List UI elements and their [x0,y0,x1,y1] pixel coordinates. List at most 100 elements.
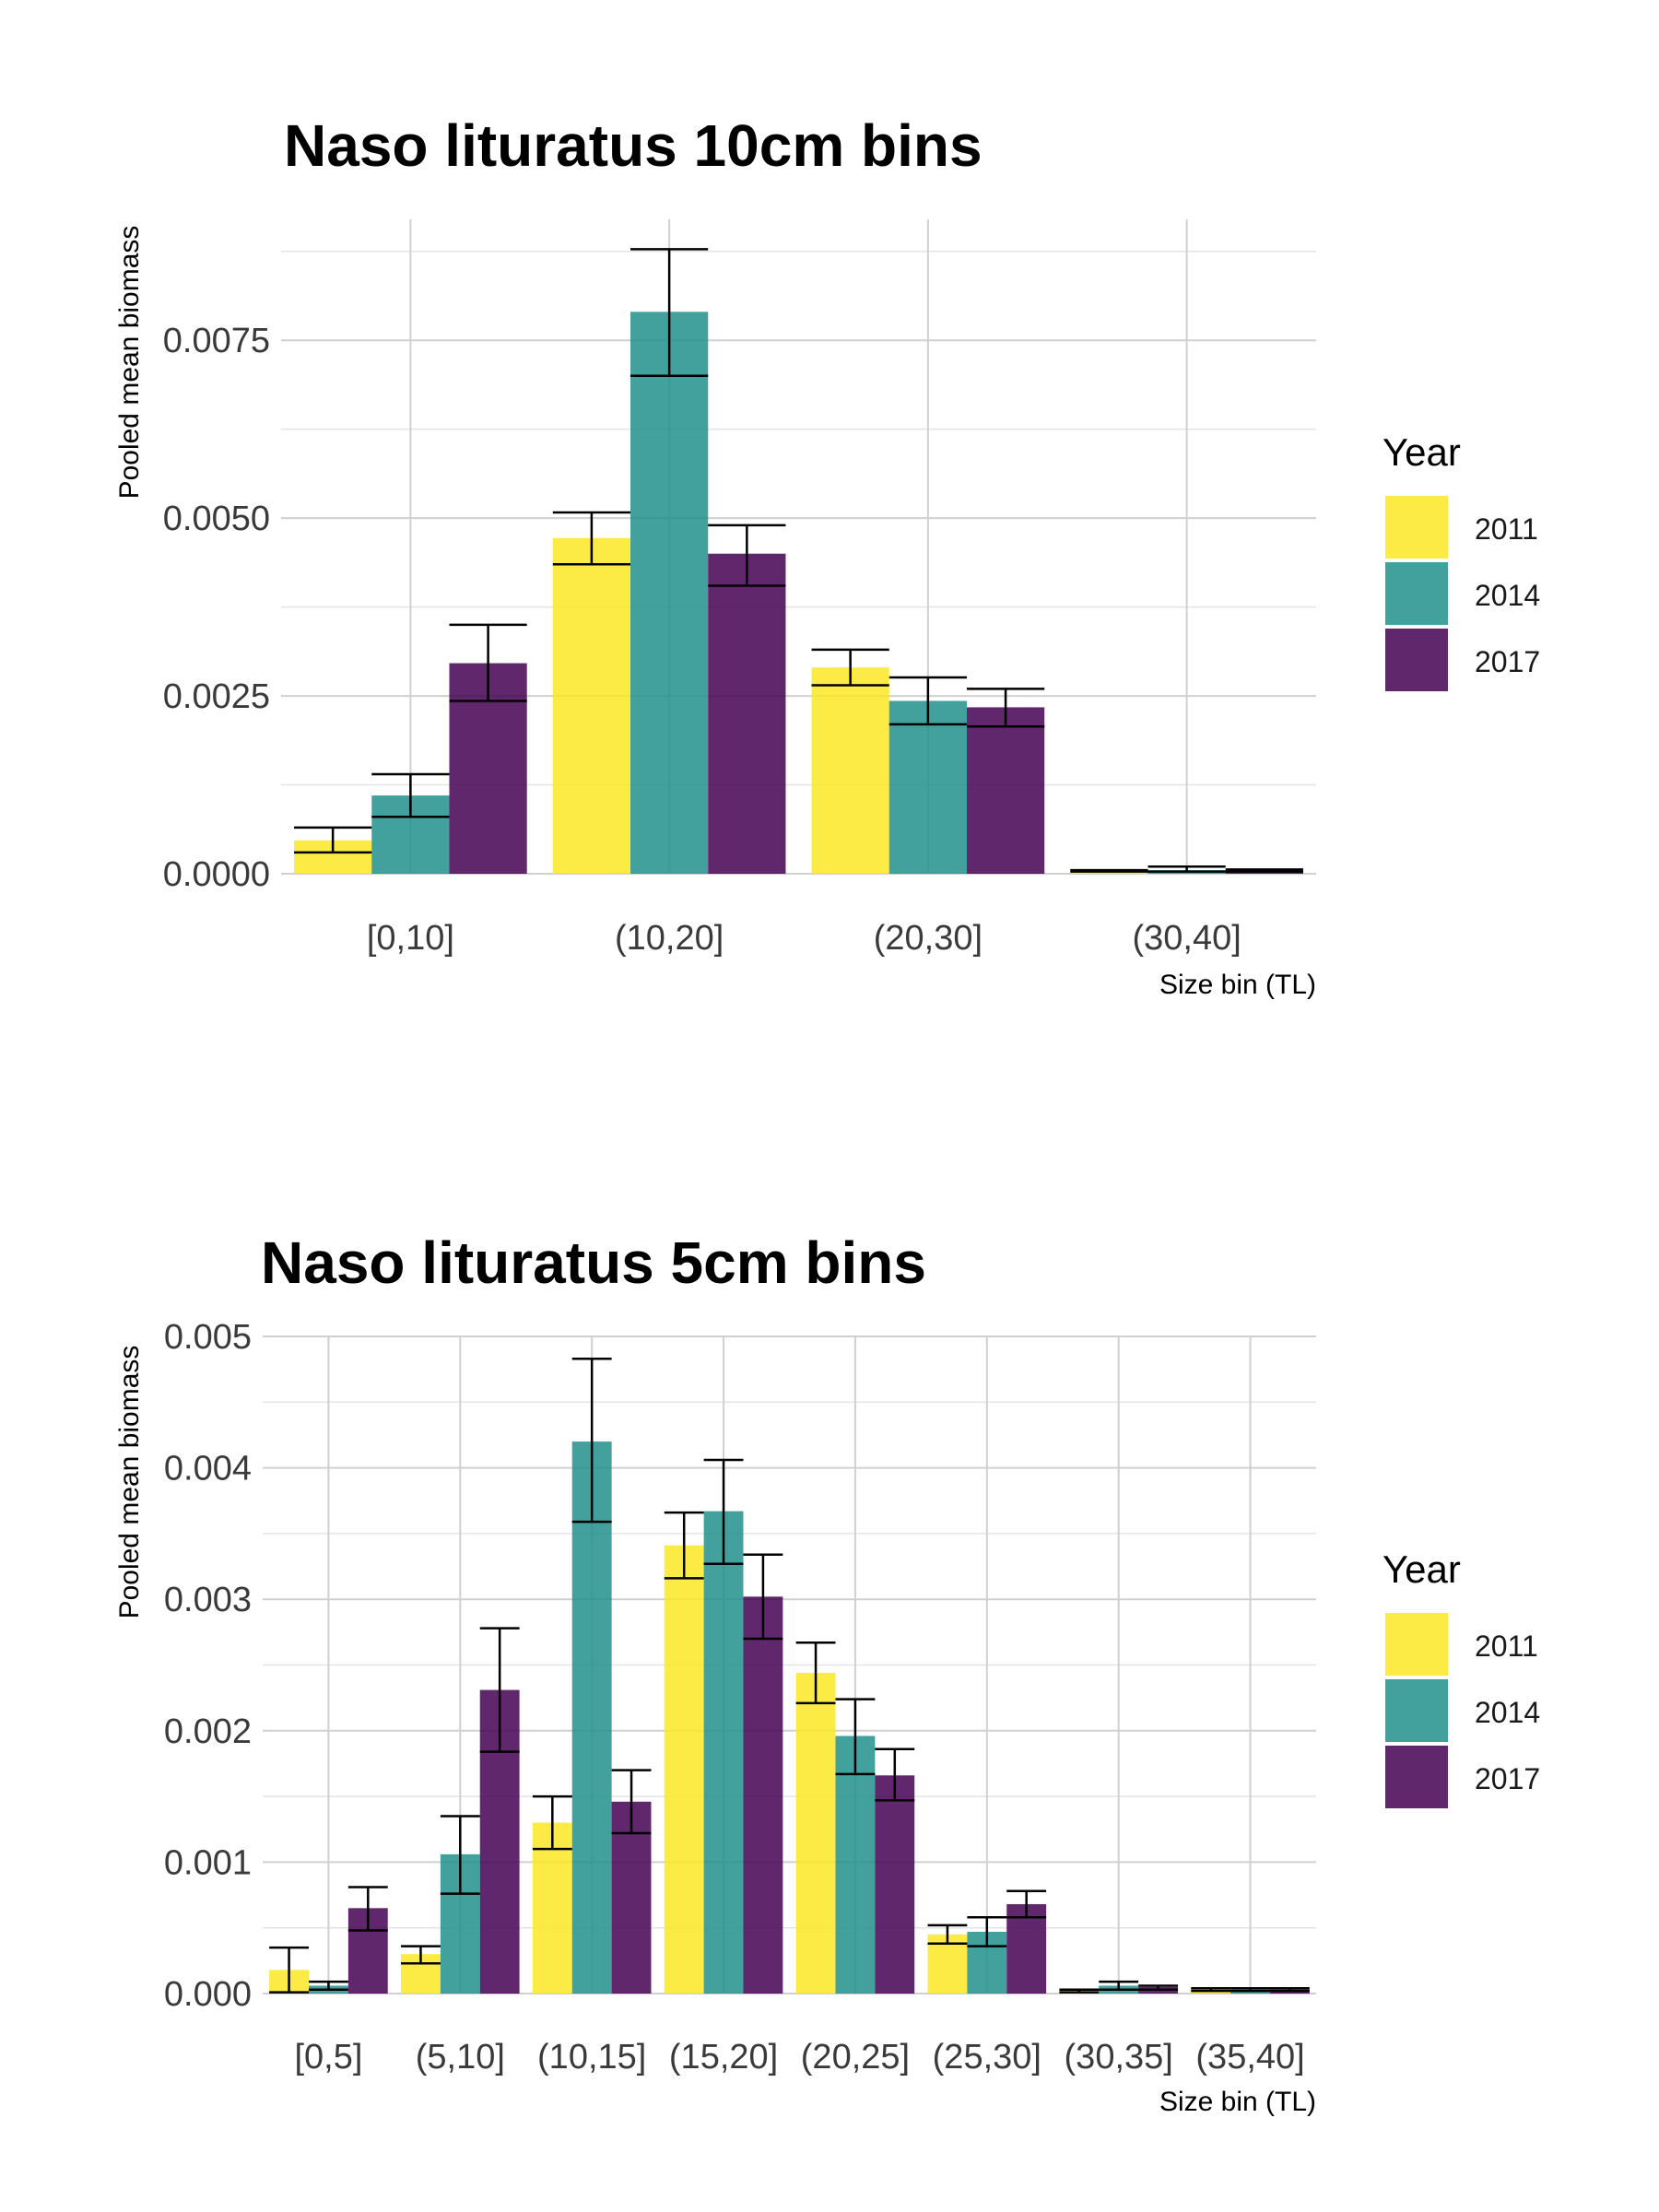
error-bars [269,1357,1310,1994]
y-tick-label: 0.005 [164,1318,252,1357]
bars [269,1441,1310,1994]
bar-2011-2 [532,1822,572,1994]
error-bar-2014-3 [703,1458,744,1565]
error-bar-2017-7 [1269,1987,1310,1993]
error-bar-2011-0 [269,1946,310,1994]
y-tick-label: 0.000 [164,1975,252,2014]
error-bar-2014-6 [1099,1980,1139,1991]
y-tick-label: 0.003 [164,1581,252,1619]
x-tick-label: (30,40] [1132,919,1241,958]
bar-2014-1 [630,312,709,875]
bar-2011-1 [552,537,631,874]
x-tick-label: (5,10] [416,2038,505,2077]
y-tick-label: 0.0050 [163,500,270,538]
bar-2017-3 [743,1596,783,1994]
legend-label-2017: 2017 [1475,645,1540,678]
bar-2014-3 [703,1511,744,1994]
error-bar-2011-7 [1191,1987,1231,1993]
gridlines [263,1335,1316,1994]
bars [294,312,1303,875]
bar-2017-2 [966,707,1045,874]
error-bar-2011-0 [294,826,372,854]
chart-5cm-bins: Naso lituratus 5cm bins 0.0000.0010.0020… [114,1230,1540,2117]
bar-2011-3 [664,1545,704,1994]
legend-swatch-2017 [1385,629,1448,691]
y-tick-label: 0.0075 [163,322,270,360]
x-tick-label: (35,40] [1195,2038,1304,2077]
bar-2011-2 [811,667,889,874]
error-bar-2017-0 [347,1886,388,1932]
bar-2011-4 [795,1673,836,1994]
x-tick-label: (30,35] [1065,2038,1173,2077]
y-tick-labels: 0.000 0.001 0.002 0.003 0.004 0.005 [164,1318,252,2014]
error-bar-2014-7 [1230,1987,1270,1993]
error-bar-2017-2 [611,1769,652,1835]
y-axis-label: Pooled mean biomass [114,226,145,500]
error-bar-2017-3 [1225,868,1303,873]
y-axis-label: Pooled mean biomass [114,1346,145,1619]
x-axis-label: Size bin (TL) [1159,2087,1316,2117]
y-tick-label: 0.001 [164,1843,252,1882]
error-bar-2014-1 [440,1815,480,1895]
legend-swatch-2011 [1385,496,1448,559]
error-bar-2017-2 [966,688,1045,728]
error-bar-2017-5 [1006,1889,1047,1919]
error-bar-2017-6 [1138,1984,1178,1991]
x-tick-label: (10,20] [615,919,724,958]
error-bar-2011-2 [532,1794,572,1851]
error-bar-2017-3 [743,1553,783,1641]
y-tick-label: 0.002 [164,1712,252,1751]
bar-2017-5 [1006,1904,1047,1994]
x-tick-label: [0,5] [294,2038,362,2077]
legend: Year 2011 2014 2017 [1382,430,1540,691]
error-bar-2014-2 [571,1357,612,1524]
x-tick-labels: [0,5] (5,10] (10,15] (15,20] (20,25] (25,30] (… [294,2038,1304,2077]
x-tick-label: (20,25] [801,2038,910,2077]
error-bar-2014-0 [309,1980,348,1991]
x-tick-label: [0,10] [367,919,454,958]
error-bar-2014-5 [967,1916,1007,1947]
bar-2014-2 [571,1441,612,1994]
x-tick-label: (10,15] [537,2038,646,2077]
gridlines [281,219,1316,875]
chart-10cm-bins: Naso lituratus 10cm bins 0.00000.00250.0… [114,112,1540,1000]
error-bars [294,248,1303,873]
legend-title: Year [1382,1547,1461,1591]
x-axis-label: Size bin (TL) [1159,970,1316,1000]
y-tick-label: 0.004 [164,1450,252,1488]
x-tick-label: (25,30] [933,2038,1041,2077]
legend-label-2011: 2011 [1475,1630,1538,1663]
error-bar-2014-4 [835,1698,876,1776]
error-bar-2014-0 [371,772,450,818]
x-tick-label: (20,30] [874,919,982,958]
error-bar-2017-1 [479,1627,520,1753]
error-bar-2014-1 [630,248,709,378]
x-tick-label: (15,20] [669,2038,778,2077]
error-bar-2011-5 [927,1924,968,1946]
bar-2014-2 [888,700,967,874]
y-tick-label: 0.0025 [163,677,270,716]
legend-label-2014: 2014 [1475,579,1540,612]
chart-title: Naso lituratus 5cm bins [261,1230,926,1296]
bar-2014-4 [835,1735,876,1994]
error-bar-2014-3 [1147,865,1226,873]
bar-2017-1 [708,553,786,874]
legend-swatch-2014 [1385,562,1448,625]
error-bar-2011-4 [795,1641,836,1705]
error-bar-2017-4 [875,1747,915,1802]
error-bar-2011-1 [401,1945,441,1965]
x-tick-labels: [0,10] (10,20] (20,30] (30,40] [367,919,1241,958]
y-tick-label: 0.0000 [163,855,270,894]
legend-label-2014: 2014 [1475,1696,1540,1729]
bar-2017-4 [875,1775,915,1994]
error-bar-2014-2 [888,676,967,726]
error-bar-2011-1 [552,511,631,566]
legend: Year 2011 2014 2017 [1382,1547,1540,1808]
error-bar-2011-2 [811,648,889,687]
legend-swatch-2017 [1385,1746,1448,1808]
legend-swatch-2011 [1385,1613,1448,1676]
error-bar-2011-6 [1059,1988,1100,1994]
legend-label-2017: 2017 [1475,1762,1540,1795]
error-bar-2011-3 [1070,868,1148,873]
